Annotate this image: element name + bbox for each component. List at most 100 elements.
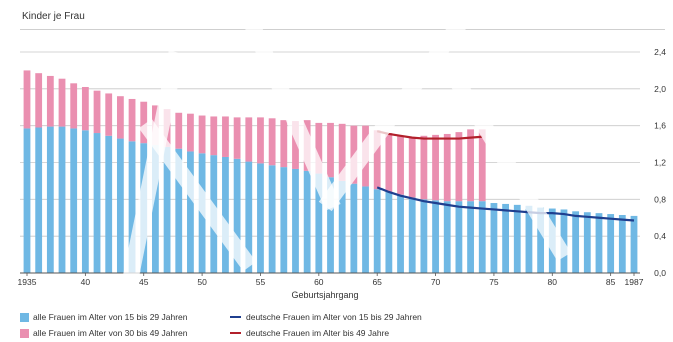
bars-series-30-49	[23, 70, 486, 202]
bar-15-29	[338, 180, 346, 273]
bar-15-29	[23, 128, 31, 273]
y-tick-label: 0,8	[654, 194, 666, 204]
legend-label: alle Frauen im Alter von 15 bis 29 Jahre…	[33, 312, 188, 322]
bar-30-49	[175, 112, 183, 149]
bar-15-29	[537, 207, 545, 273]
bar-15-29	[280, 167, 288, 273]
bar-15-29	[152, 145, 159, 273]
bar-15-29	[443, 201, 451, 273]
bar-30-49	[58, 78, 66, 127]
x-tick-label: 70	[431, 277, 441, 287]
bar-15-29	[467, 201, 474, 273]
bar-15-29	[478, 201, 486, 273]
x-tick-label: 40	[81, 277, 91, 287]
bar-15-29	[210, 155, 218, 273]
legend-label: deutsche Frauen im Alter von 15 bis 29 J…	[246, 312, 422, 322]
y-tick-label: 2,0	[654, 84, 666, 94]
bar-30-49	[408, 137, 416, 198]
y-tick-label: 0,0	[654, 268, 666, 278]
bar-30-49	[23, 70, 31, 129]
line-german-49	[376, 130, 483, 140]
bar-15-29	[222, 156, 229, 273]
legend-swatch-blue-bars	[20, 312, 29, 322]
legend-label: alle Frauen im Alter von 30 bis 49 Jahre…	[33, 328, 188, 338]
bar-15-29	[105, 135, 113, 273]
x-tick-label: 45	[139, 277, 149, 287]
bar-15-29	[93, 133, 101, 273]
bar-15-29	[268, 165, 276, 273]
bar-30-49	[455, 132, 463, 202]
y-tick-label: 1,2	[654, 158, 666, 168]
x-tick-label: 85	[606, 277, 616, 287]
bar-30-49	[385, 133, 393, 192]
bar-15-29	[572, 211, 580, 273]
x-tick-label: 1935	[18, 277, 37, 287]
x-tick-label: 65	[372, 277, 382, 287]
legend-item-30-49: alle Frauen im Alter von 30 bis 49 Jahre…	[20, 328, 188, 338]
bar-30-49	[257, 117, 264, 164]
bar-30-49	[222, 116, 229, 157]
bar-30-49	[292, 121, 299, 169]
bar-15-29	[327, 177, 334, 273]
bar-15-29	[513, 204, 521, 273]
bar-15-29	[116, 138, 124, 273]
bar-15-29	[490, 203, 498, 273]
bar-30-49	[233, 117, 241, 159]
bar-30-49	[397, 135, 404, 195]
bar-15-29	[175, 148, 183, 273]
bar-15-29	[408, 197, 416, 273]
bar-15-29	[350, 183, 358, 273]
bar-30-49	[362, 125, 369, 187]
bar-15-29	[81, 130, 89, 273]
bar-15-29	[583, 212, 591, 273]
bar-15-29	[432, 200, 439, 273]
legend: alle Frauen im Alter von 15 bis 29 Jahre…	[20, 312, 660, 342]
bar-15-29	[198, 153, 206, 273]
legend-label: deutsche Frauen im Alter bis 49 Jahre	[246, 328, 390, 338]
bar-15-29	[560, 209, 568, 273]
bar-15-29	[455, 201, 463, 273]
bar-30-49	[327, 122, 334, 178]
bar-15-29	[525, 205, 533, 273]
bar-30-49	[198, 115, 206, 154]
bar-30-49	[245, 117, 253, 162]
bar-30-49	[210, 116, 218, 156]
bar-15-29	[397, 194, 404, 273]
bar-30-49	[350, 125, 358, 184]
bar-15-29	[292, 168, 299, 273]
bar-15-29	[35, 127, 43, 273]
bar-15-29	[257, 163, 264, 273]
bar-30-49	[105, 93, 113, 136]
bar-15-29	[187, 151, 194, 273]
bar-15-29	[385, 191, 393, 273]
y-tick-label: 2,4	[654, 47, 666, 57]
legend-swatch-pink-bars	[20, 328, 29, 338]
bar-30-49	[373, 130, 381, 190]
bar-30-49	[46, 75, 54, 127]
bar-30-49	[116, 96, 124, 139]
bar-30-49	[467, 129, 474, 202]
bar-15-29	[502, 203, 509, 273]
bar-30-49	[128, 98, 136, 142]
bar-15-29	[373, 189, 381, 273]
bar-30-49	[268, 118, 276, 166]
bar-30-49	[140, 101, 148, 144]
bar-30-49	[303, 120, 311, 171]
legend-item-german-49: deutsche Frauen im Alter bis 49 Jahre	[230, 328, 389, 338]
bar-30-49	[81, 86, 89, 131]
legend-swatch-blue-line	[230, 316, 241, 318]
bar-30-49	[315, 122, 323, 174]
bar-15-29	[163, 146, 171, 273]
bar-30-49	[280, 120, 288, 168]
bar-30-49	[420, 135, 428, 200]
bar-30-49	[70, 83, 78, 129]
bar-15-29	[70, 128, 78, 273]
x-tick-label: 75	[489, 277, 499, 287]
bar-30-49	[187, 113, 194, 152]
legend-item-15-29: alle Frauen im Alter von 15 bis 29 Jahre…	[20, 312, 188, 322]
bar-15-29	[420, 199, 428, 273]
bar-15-29	[58, 126, 66, 274]
bar-15-29	[618, 214, 626, 273]
y-tick-labels: 0,0 0,4 0,8 1,2 1,6 2,0 2,4	[654, 47, 666, 278]
